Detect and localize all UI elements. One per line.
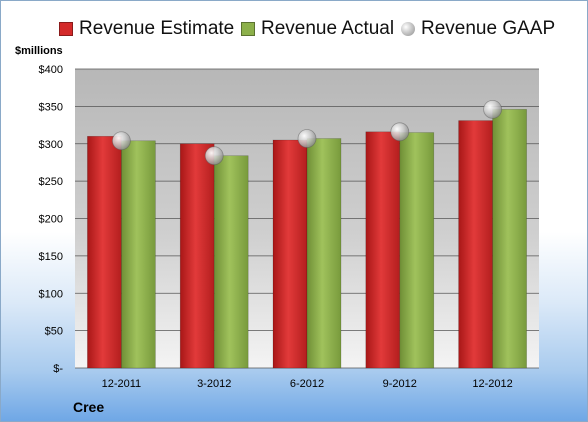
x-tick-label: 12-2012 — [472, 378, 512, 390]
y-axis-ticks: $- $50 $100 $150 $200 $250 $300 $350 $400 — [39, 64, 64, 375]
bar-revenue-actual — [399, 132, 435, 369]
legend-swatch-actual — [241, 22, 255, 36]
legend-item-estimate: Revenue Estimate — [59, 15, 234, 43]
y-axis-unit-label: $millions — [15, 45, 63, 57]
y-tick-label: $250 — [39, 176, 63, 188]
bar-revenue-actual — [492, 109, 527, 369]
legend-label-estimate: Revenue Estimate — [79, 18, 235, 39]
y-tick-label: $150 — [39, 251, 63, 263]
marker-revenue-gaap — [483, 99, 503, 119]
y-tick-label: $100 — [39, 288, 63, 300]
legend-item-actual: Revenue Actual — [241, 15, 394, 43]
legend-item-gaap: Revenue GAAP — [401, 15, 555, 43]
marker-revenue-gaap — [112, 131, 131, 151]
x-tick-label: 6-2012 — [290, 378, 324, 390]
y-tick-label: $200 — [39, 214, 63, 226]
y-tick-label: $350 — [39, 101, 63, 113]
x-axis-ticks: 12-2011 3-2012 6-2012 9-2012 12-2012 — [102, 378, 513, 390]
legend-label-actual: Revenue Actual — [261, 18, 395, 39]
marker-revenue-gaap — [390, 122, 410, 142]
x-tick-label: 12-2011 — [102, 378, 142, 390]
y-tick-label: $400 — [39, 64, 63, 76]
y-tick-label: $- — [53, 363, 63, 375]
bar-revenue-estimate — [365, 131, 401, 369]
bar-revenue-estimate — [179, 143, 215, 369]
bar-revenue-estimate — [272, 139, 308, 369]
y-tick-label: $300 — [39, 139, 63, 151]
bar-revenue-actual — [213, 155, 249, 369]
legend: Revenue Estimate Revenue Actual Revenue … — [1, 15, 588, 43]
marker-revenue-gaap — [204, 146, 224, 166]
bar-revenue-estimate — [87, 135, 122, 369]
marker-revenue-gaap — [297, 129, 317, 148]
legend-label-gaap: Revenue GAAP — [421, 18, 556, 39]
bars — [87, 109, 527, 369]
bar-revenue-estimate — [458, 120, 493, 369]
bar-revenue-actual — [306, 138, 342, 369]
gaap-markers — [112, 99, 503, 166]
x-tick-label: 9-2012 — [383, 378, 417, 390]
x-tick-label: 3-2012 — [197, 378, 231, 390]
y-tick-label: $50 — [45, 326, 63, 338]
legend-marker-gaap — [401, 22, 415, 36]
bar-revenue-actual — [121, 140, 156, 369]
legend-swatch-estimate — [59, 22, 73, 36]
company-label: Cree — [73, 399, 105, 415]
